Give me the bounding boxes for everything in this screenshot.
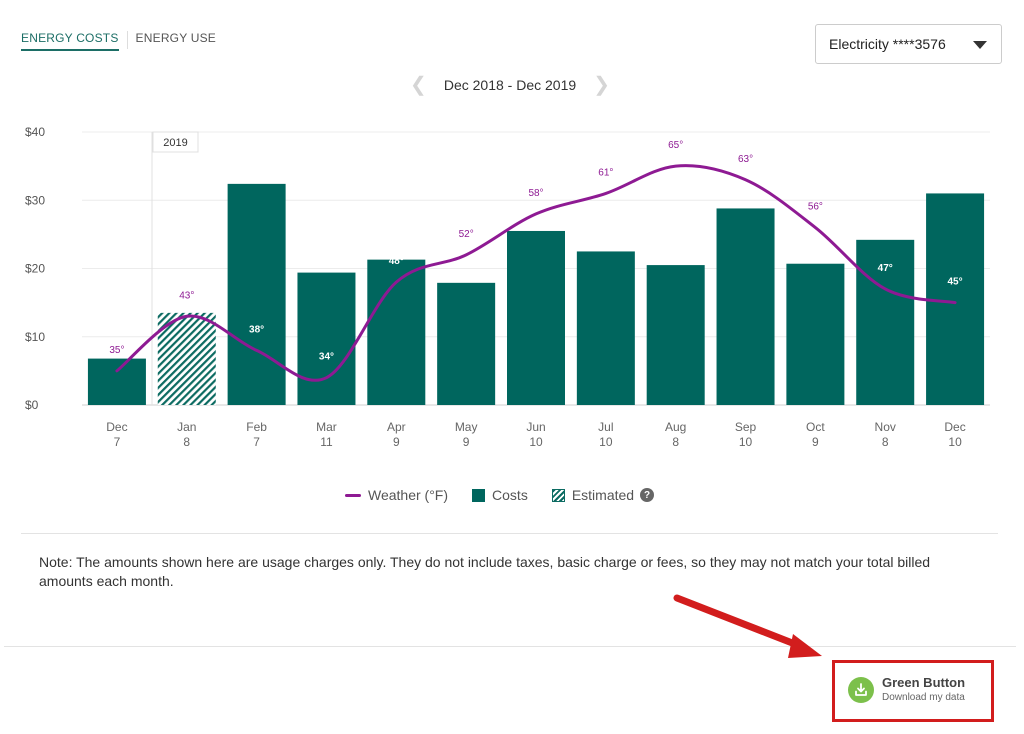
temperature-label: 43° bbox=[179, 290, 194, 301]
cost-bar[interactable] bbox=[437, 282, 496, 405]
x-tick-sublabel: 8 bbox=[183, 435, 190, 449]
x-tick-label: Aug bbox=[665, 420, 686, 434]
x-tick-sublabel: 9 bbox=[812, 435, 819, 449]
y-tick-label: $30 bbox=[25, 193, 45, 207]
green-button[interactable]: Green Button Download my data bbox=[848, 675, 965, 704]
x-tick-sublabel: 8 bbox=[672, 435, 679, 449]
chart-legend: Weather (°F) Costs Estimated ? bbox=[345, 487, 678, 503]
help-icon[interactable]: ? bbox=[640, 488, 655, 502]
cost-bar[interactable] bbox=[786, 263, 845, 405]
x-tick-label: May bbox=[455, 420, 478, 434]
download-icon bbox=[848, 676, 874, 703]
x-tick-sublabel: 10 bbox=[529, 435, 543, 449]
x-tick-sublabel: 7 bbox=[114, 435, 121, 449]
date-range-navigator: ❮ Dec 2018 - Dec 2019 ❯ bbox=[410, 74, 610, 96]
y-tick-label: $10 bbox=[25, 330, 45, 344]
legend-weather-label: Weather (°F) bbox=[368, 487, 449, 503]
cost-bar[interactable] bbox=[926, 193, 985, 405]
cost-bar[interactable] bbox=[227, 183, 286, 405]
energy-cost-chart: $0$10$20$30$40 2019 Dec7Jan8Feb7Mar11Apr… bbox=[25, 125, 990, 449]
chevron-left-icon[interactable]: ❮ bbox=[410, 74, 427, 96]
x-tick-sublabel: 10 bbox=[599, 435, 613, 449]
cost-bar[interactable] bbox=[646, 265, 705, 405]
x-tick-sublabel: 10 bbox=[948, 435, 962, 449]
x-tick-label: Jun bbox=[526, 420, 545, 434]
year-marker-label: 2019 bbox=[163, 137, 187, 149]
x-tick-label: Jul bbox=[598, 420, 613, 434]
legend-weather[interactable]: Weather (°F) bbox=[345, 487, 448, 503]
estimated-bar[interactable] bbox=[157, 312, 216, 405]
account-select[interactable]: Electricity ****3576 bbox=[815, 24, 1002, 64]
temperature-label: 47° bbox=[878, 263, 893, 274]
divider bbox=[4, 646, 1016, 647]
legend-costs-swatch bbox=[472, 488, 486, 502]
x-tick-label: Dec bbox=[106, 420, 127, 434]
year-marker-box bbox=[152, 131, 199, 153]
x-tick-label: Sep bbox=[735, 420, 757, 434]
cost-bar[interactable] bbox=[856, 239, 915, 405]
legend-estimated-label: Estimated bbox=[571, 487, 635, 503]
cost-bar[interactable] bbox=[297, 272, 356, 405]
x-tick-label: Oct bbox=[806, 420, 825, 434]
account-select-value: Electricity ****3576 bbox=[829, 36, 946, 52]
x-tick-label: Feb bbox=[246, 420, 267, 434]
tab-energy-costs[interactable]: ENERGY COSTS bbox=[21, 31, 119, 51]
y-tick-label: $40 bbox=[25, 125, 45, 139]
usage-note: Note: The amounts shown here are usage c… bbox=[39, 554, 931, 589]
y-tick-label: $0 bbox=[25, 398, 39, 412]
x-tick-sublabel: 11 bbox=[320, 435, 333, 449]
temperature-label: 45° bbox=[948, 277, 963, 288]
green-button-title: Green Button bbox=[882, 675, 966, 690]
green-button-subtitle: Download my data bbox=[882, 692, 965, 703]
temperature-label: 38° bbox=[249, 324, 264, 335]
chevron-right-icon[interactable]: ❯ bbox=[593, 74, 610, 96]
date-range-label: Dec 2018 - Dec 2019 bbox=[443, 77, 577, 93]
x-tick-sublabel: 8 bbox=[882, 435, 889, 449]
chevron-down-icon bbox=[973, 41, 987, 49]
legend-estimated-swatch bbox=[551, 488, 565, 502]
temperature-label: 65° bbox=[668, 140, 683, 151]
temperature-label: 61° bbox=[598, 167, 613, 178]
temperature-label: 48° bbox=[389, 256, 404, 267]
cost-bar[interactable] bbox=[87, 358, 146, 405]
cost-bar[interactable] bbox=[716, 208, 775, 405]
chart-tabs: ENERGY COSTS ENERGY USE bbox=[21, 31, 216, 51]
y-tick-label: $20 bbox=[25, 262, 45, 276]
x-tick-label: Jan bbox=[177, 420, 196, 434]
legend-costs-label: Costs bbox=[492, 487, 528, 503]
x-tick-sublabel: 10 bbox=[739, 435, 753, 449]
temperature-label: 58° bbox=[528, 188, 543, 199]
cost-bar[interactable] bbox=[507, 230, 565, 405]
temperature-label: 35° bbox=[109, 345, 124, 356]
x-tick-label: Apr bbox=[387, 420, 406, 434]
x-tick-sublabel: 9 bbox=[463, 435, 470, 449]
temperature-label: 63° bbox=[738, 154, 753, 165]
legend-estimated[interactable]: Estimated ? bbox=[551, 487, 655, 503]
weather-line bbox=[115, 164, 957, 382]
x-tick-label: Nov bbox=[875, 420, 896, 434]
divider bbox=[21, 533, 998, 534]
legend-weather-swatch bbox=[345, 493, 361, 497]
temperature-label: 52° bbox=[459, 229, 474, 240]
x-tick-label: Mar bbox=[316, 420, 337, 434]
annotation-highlight-box bbox=[832, 660, 994, 722]
cost-bar[interactable] bbox=[576, 251, 635, 405]
temperature-label: 56° bbox=[808, 202, 823, 213]
temperature-label: 34° bbox=[319, 352, 334, 363]
legend-costs[interactable]: Costs bbox=[472, 487, 528, 503]
x-tick-sublabel: 7 bbox=[253, 435, 260, 449]
tab-energy-use[interactable]: ENERGY USE bbox=[126, 31, 216, 49]
x-tick-sublabel: 9 bbox=[393, 435, 400, 449]
x-tick-label: Dec bbox=[944, 420, 965, 434]
